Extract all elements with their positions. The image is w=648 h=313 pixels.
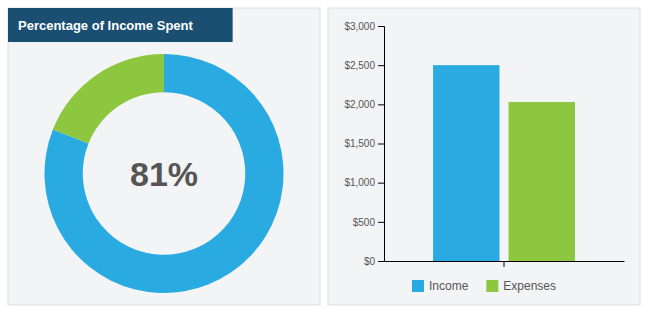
y-tick: $1,500 — [344, 138, 384, 149]
y-tick-label: $2,500 — [344, 60, 375, 71]
title-banner — [8, 8, 233, 42]
legend-item: Income — [412, 279, 469, 293]
y-tick: $2,000 — [344, 99, 384, 110]
y-tick-label: $2,000 — [344, 99, 375, 110]
bars — [433, 65, 575, 261]
slice — [45, 54, 284, 293]
x-tick — [504, 261, 505, 267]
y-tick-mark — [378, 104, 384, 105]
center-label: 81% — [130, 155, 198, 193]
panel-background — [328, 8, 640, 305]
y-tick-mark — [378, 144, 384, 145]
x-axis — [385, 261, 625, 267]
y-tick: $3,000 — [344, 21, 384, 32]
panel-background — [8, 8, 320, 305]
y-axis-line — [378, 27, 385, 262]
y-tick-label: $500 — [353, 217, 376, 228]
legend-swatch — [412, 280, 424, 292]
legend-item: Expenses — [486, 279, 556, 293]
y-tick: $0 — [364, 256, 384, 267]
chart-root: Percentage of Income Spent 81% $0 $500 $1,00… — [0, 0, 648, 313]
legend-swatch — [486, 280, 498, 292]
bar — [509, 102, 575, 261]
y-tick-mark — [378, 65, 384, 66]
y-tick-label: $1,000 — [344, 177, 375, 188]
y-axis: $0 $500 $1,000 $1,500 $2,000 $2,500 $3,000 — [344, 21, 384, 267]
legend: Income Expenses — [412, 279, 556, 293]
y-tick: $1,000 — [344, 177, 384, 188]
y-tick-mark — [378, 26, 384, 27]
y-tick: $500 — [353, 217, 384, 228]
legend-label: Income — [429, 279, 469, 293]
slices — [45, 54, 284, 293]
x-tick-mark — [504, 261, 505, 267]
slice — [53, 54, 164, 144]
y-tick-label: $3,000 — [344, 21, 375, 32]
panel: Percentage of Income Spent 81% — [8, 8, 320, 305]
bar — [433, 65, 499, 261]
y-tick: $2,500 — [344, 60, 384, 71]
y-tick-mark — [378, 222, 384, 223]
y-tick-label: $0 — [364, 256, 376, 267]
y-tick-mark — [378, 183, 384, 184]
title: Percentage of Income Spent — [18, 18, 193, 33]
y-tick-label: $1,500 — [344, 138, 375, 149]
y-tick-mark — [378, 261, 384, 262]
plot: $0 $500 $1,000 $1,500 $2,000 $2,500 $3,000 — [344, 21, 624, 267]
panel: $0 $500 $1,000 $1,500 $2,000 $2,500 $3,000 Inco… — [328, 8, 640, 305]
legend-label: Expenses — [503, 279, 556, 293]
